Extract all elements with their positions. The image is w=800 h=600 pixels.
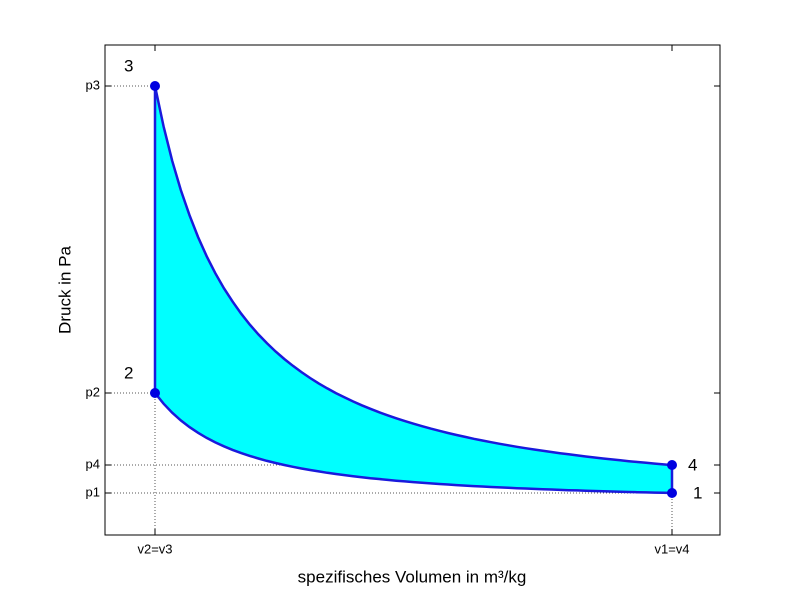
y-tick-label: p4 [86,456,100,471]
point-label: 2 [124,363,133,382]
point-marker [667,460,677,470]
x-tick-label: v1=v4 [654,541,689,556]
point-marker [150,388,160,398]
point-label: 1 [693,483,702,502]
y-axis-label: Druck in Pa [55,246,74,334]
state-points [150,81,677,498]
cycle-area [155,86,672,493]
x-tick-label: v2=v3 [137,541,172,556]
point-marker [667,488,677,498]
x-axis-label: spezifisches Volumen in m³/kg [298,567,527,586]
y-tick-label: p3 [86,77,100,92]
ticks [105,45,720,535]
point-label: 3 [124,56,133,75]
y-tick-label: p1 [86,484,100,499]
point-marker [150,81,160,91]
point-label: 4 [688,455,697,474]
y-tick-label: p2 [86,384,100,399]
